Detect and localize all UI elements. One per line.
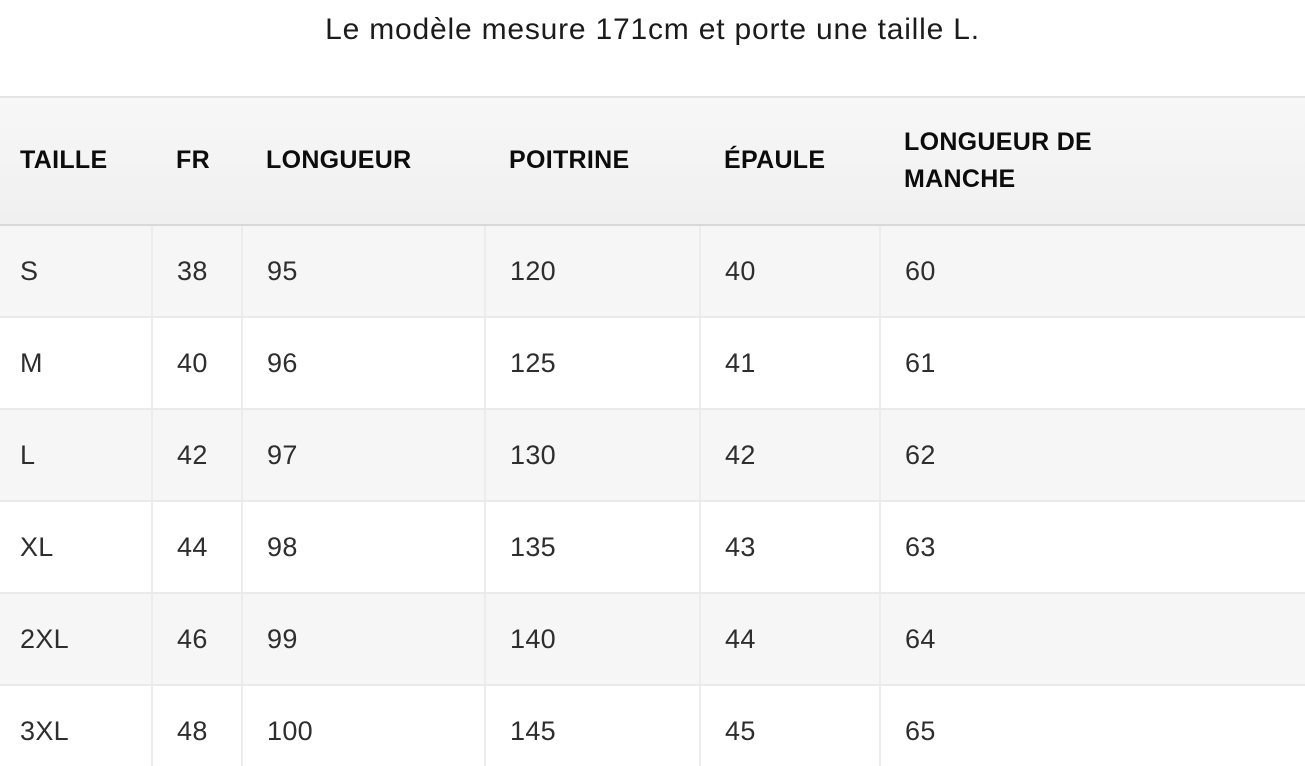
table-row-m: M 40 96 125 41 61 — [0, 317, 1305, 410]
cell-poitrine: 130 — [484, 409, 700, 502]
cell-epaule: 41 — [699, 317, 880, 410]
cell-longueur: 95 — [241, 225, 485, 318]
cell-epaule: 45 — [699, 685, 880, 766]
header-row: TAILLE FR LONGUEUR POITRINE ÉPAULE LONGU… — [0, 97, 1305, 226]
header-longueur: LONGUEUR — [242, 97, 485, 226]
cell-fr: 46 — [151, 593, 242, 686]
model-size-note: Le modèle mesure 171cm et porte une tail… — [325, 13, 980, 46]
cell-size: XL — [0, 501, 152, 594]
cell-poitrine: 125 — [484, 317, 700, 410]
cell-size: S — [0, 225, 152, 318]
header-taille: TAILLE — [0, 97, 152, 226]
header-fr: FR — [152, 97, 242, 226]
size-chart-table: TAILLE FR LONGUEUR POITRINE ÉPAULE LONGU… — [0, 96, 1305, 766]
cell-poitrine: 120 — [484, 225, 700, 318]
header-longueur-de-manche: LONGUEUR DE MANCHE — [880, 97, 1305, 226]
cell-manche: 60 — [879, 225, 1305, 318]
table-row-xl: XL 44 98 135 43 63 — [0, 501, 1305, 594]
cell-poitrine: 145 — [484, 685, 700, 766]
cell-fr: 38 — [151, 225, 242, 318]
cell-size: 3XL — [0, 685, 152, 766]
cell-fr: 44 — [151, 501, 242, 594]
table-row-l: L 42 97 130 42 62 — [0, 409, 1305, 502]
cell-fr: 48 — [151, 685, 242, 766]
cell-longueur: 100 — [241, 685, 485, 766]
cell-size: M — [0, 317, 152, 410]
table-row-2xl: 2XL 46 99 140 44 64 — [0, 593, 1305, 686]
cell-longueur: 99 — [241, 593, 485, 686]
cell-poitrine: 140 — [484, 593, 700, 686]
cell-manche: 64 — [879, 593, 1305, 686]
cell-size: L — [0, 409, 152, 502]
table-row-s: S 38 95 120 40 60 — [0, 225, 1305, 318]
cell-manche: 63 — [879, 501, 1305, 594]
table-row-3xl: 3XL 48 100 145 45 65 — [0, 685, 1305, 766]
cell-epaule: 44 — [699, 593, 880, 686]
cell-size: 2XL — [0, 593, 152, 686]
cell-epaule: 43 — [699, 501, 880, 594]
cell-manche: 65 — [879, 685, 1305, 766]
header-poitrine: POITRINE — [485, 97, 700, 226]
cell-longueur: 98 — [241, 501, 485, 594]
cell-fr: 40 — [151, 317, 242, 410]
cell-manche: 61 — [879, 317, 1305, 410]
cell-longueur: 97 — [241, 409, 485, 502]
cell-fr: 42 — [151, 409, 242, 502]
cell-poitrine: 135 — [484, 501, 700, 594]
cell-epaule: 42 — [699, 409, 880, 502]
header-epaule: ÉPAULE — [700, 97, 880, 226]
cell-epaule: 40 — [699, 225, 880, 318]
cell-longueur: 96 — [241, 317, 485, 410]
cell-manche: 62 — [879, 409, 1305, 502]
